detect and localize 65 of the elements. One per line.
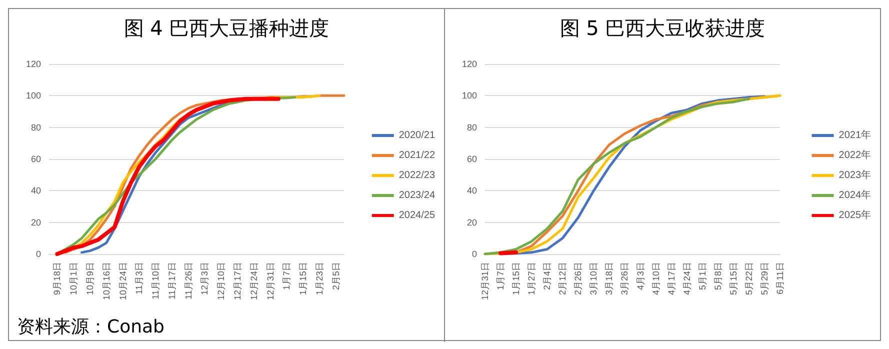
legend-label: 2021/22 <box>398 150 436 161</box>
x-tick-label: 10月1日 <box>68 262 79 296</box>
x-tick-label: 11月17日 <box>166 262 177 300</box>
x-tick-label: 4月10日 <box>650 262 661 296</box>
legend-label: 2023/24 <box>398 190 436 201</box>
x-tick-label: 12月3日 <box>200 262 210 296</box>
x-tick-label: 5月8日 <box>712 262 723 290</box>
y-tick-label: 0 <box>36 249 41 259</box>
x-tick-label: 10月24日 <box>118 262 128 300</box>
text: 资料来源：Conab <box>17 316 164 338</box>
x-tick-label: 1月15日 <box>298 262 308 296</box>
x-tick-label: 5月15日 <box>728 262 738 296</box>
y-tick-label: 20 <box>30 217 41 228</box>
x-tick-label: 1月7日 <box>282 262 292 290</box>
y-tick-label: 20 <box>466 217 477 228</box>
x-tick-label: 5月1日 <box>697 262 708 290</box>
x-tick-label: 1月27日 <box>526 262 537 296</box>
y-tick-label: 0 <box>472 249 477 259</box>
legend-label: 2022/23 <box>398 170 436 181</box>
x-tick-label: 12月24日 <box>248 262 259 300</box>
legend-label: 2021年 <box>838 129 872 141</box>
x-tick-label: 9月18日 <box>52 262 62 296</box>
y-tick-label: 100 <box>26 90 41 101</box>
x-tick-label: 3月26日 <box>620 262 630 296</box>
x-tick-label: 2月5日 <box>330 262 341 290</box>
x-tick-label: 10月9日 <box>84 262 95 296</box>
x-tick-label: 4月3日 <box>635 262 646 290</box>
legend-label: 2023年 <box>838 169 872 181</box>
y-tick-label: 120 <box>462 59 477 69</box>
x-tick-label: 12月10日 <box>216 262 226 300</box>
x-tick-label: 3月18日 <box>604 262 614 296</box>
y-tick-label: 60 <box>466 154 477 164</box>
x-tick-label: 2月12日 <box>558 262 568 296</box>
x-tick-label: 4月17日 <box>666 262 676 296</box>
legend-label: 2024年 <box>838 189 872 201</box>
chart-title: 图 5 巴西大豆收获进度 <box>560 16 766 40</box>
y-tick-label: 120 <box>26 59 41 69</box>
x-tick-label: 12月31日 <box>480 262 490 300</box>
y-tick-label: 40 <box>466 186 477 196</box>
x-tick-label: 11月3日 <box>134 262 144 294</box>
x-tick-label: 1月23日 <box>314 262 324 296</box>
y-tick-label: 100 <box>462 90 477 101</box>
x-tick-label: 5月29日 <box>759 262 770 296</box>
y-tick-label: 40 <box>30 186 41 196</box>
y-tick-label: 60 <box>30 154 41 164</box>
x-tick-label: 11月10日 <box>150 262 161 300</box>
x-tick-label: 3月10日 <box>588 262 599 296</box>
x-tick-label: 10月16日 <box>101 262 112 300</box>
y-tick-label: 80 <box>30 122 41 132</box>
x-tick-label: 12月31日 <box>265 262 276 300</box>
x-tick-label: 1月15日 <box>511 262 522 296</box>
x-tick-label: 2月26日 <box>573 262 584 296</box>
x-tick-label: 1月7日 <box>496 262 506 290</box>
chart-title: 图 4 巴西大豆播种进度 <box>124 16 330 40</box>
legend-label: 2024/25 <box>398 210 436 221</box>
x-tick-label: 12月17日 <box>232 262 242 300</box>
y-tick-label: 80 <box>466 122 477 132</box>
legend-label: 2020/21 <box>398 130 436 141</box>
x-tick-label: 6月11日 <box>775 262 785 294</box>
x-tick-label: 5月22日 <box>744 262 754 296</box>
x-tick-label: 2月4日 <box>542 262 552 290</box>
x-tick-label: 11月26日 <box>183 262 194 300</box>
legend-label: 2022年 <box>838 149 872 161</box>
legend-label: 2025年 <box>838 209 872 221</box>
x-tick-label: 4月24日 <box>682 262 692 296</box>
